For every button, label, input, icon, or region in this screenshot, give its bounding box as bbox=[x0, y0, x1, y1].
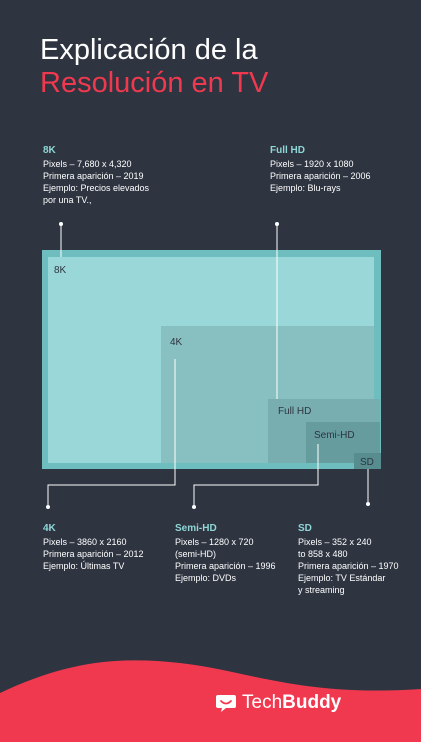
title-line-1: Explicación de la bbox=[40, 34, 258, 66]
info-sd-line: to 858 x 480 bbox=[298, 549, 348, 559]
info-4k: 4K Pixels – 3860 x 2160 Primera aparició… bbox=[43, 523, 168, 572]
info-fullhd: Full HD Pixels – 1920 x 1080 Primera apa… bbox=[270, 145, 410, 194]
info-fullhd-heading: Full HD bbox=[270, 145, 305, 156]
connector-dot bbox=[192, 505, 196, 509]
box-4k-label: 4K bbox=[170, 337, 183, 348]
box-sd bbox=[354, 453, 381, 469]
title-line-2: Resolución en TV bbox=[40, 67, 269, 99]
box-8k-label: 8K bbox=[54, 265, 67, 276]
info-sd: SD Pixels – 352 x 240 to 858 x 480 Prime… bbox=[298, 523, 418, 596]
connector-semihd bbox=[193, 444, 319, 507]
info-sd-line: y streaming bbox=[298, 585, 345, 595]
info-sd-line: Ejemplo: TV Estándar bbox=[298, 573, 386, 583]
resolution-diagram: 8K 4K Full HD Semi-HD SD bbox=[42, 222, 381, 509]
connector-dot bbox=[366, 502, 370, 506]
brand-part-1: Tech bbox=[242, 692, 283, 713]
connector-dot bbox=[46, 505, 50, 509]
info-8k-line: por una TV., bbox=[43, 195, 92, 205]
info-8k-line: Pixels – 7,680 x 4,320 bbox=[43, 159, 132, 169]
footer-wave bbox=[0, 660, 421, 742]
box-sd-label: SD bbox=[360, 457, 374, 468]
info-semihd: Semi-HD Pixels – 1280 x 720 (semi-HD) Pr… bbox=[175, 523, 295, 584]
info-8k-line: Ejemplo: Precios elevados bbox=[43, 183, 150, 193]
box-fullhd-label: Full HD bbox=[278, 406, 311, 417]
info-semihd-line: Pixels – 1280 x 720 bbox=[175, 537, 254, 547]
techbuddy-chat-icon bbox=[216, 695, 236, 712]
info-fullhd-line: Ejemplo: Blu-rays bbox=[270, 183, 341, 193]
connector-4k bbox=[47, 359, 176, 507]
info-semihd-line: Ejemplo: DVDs bbox=[175, 573, 237, 583]
info-sd-line: Primera aparición – 1970 bbox=[298, 561, 399, 571]
info-8k-heading: 8K bbox=[43, 145, 56, 156]
info-sd-line: Pixels – 352 x 240 bbox=[298, 537, 372, 547]
page-title: Explicación de la Resolución en TV bbox=[40, 34, 268, 100]
info-4k-line: Ejemplo: Últimas TV bbox=[43, 561, 125, 571]
info-semihd-line: (semi-HD) bbox=[175, 549, 216, 559]
info-fullhd-line: Primera aparición – 2006 bbox=[270, 171, 371, 181]
connector-lines bbox=[47, 224, 369, 507]
info-semihd-line: Primera aparición – 1996 bbox=[175, 561, 276, 571]
info-8k: 8K Pixels – 7,680 x 4,320 Primera aparic… bbox=[43, 145, 183, 206]
info-4k-line: Pixels – 3860 x 2160 bbox=[43, 537, 127, 547]
connector-dot bbox=[59, 222, 63, 226]
footer-wave-shape bbox=[0, 660, 421, 742]
box-semihd-label: Semi-HD bbox=[314, 430, 355, 441]
connector-dots bbox=[46, 222, 370, 509]
info-4k-heading: 4K bbox=[43, 523, 56, 534]
techbuddy-logo: TechBuddy bbox=[215, 692, 341, 714]
info-fullhd-line: Pixels – 1920 x 1080 bbox=[270, 159, 354, 169]
brand-part-2: Buddy bbox=[282, 692, 342, 713]
info-sd-heading: SD bbox=[298, 523, 312, 534]
info-semihd-heading: Semi-HD bbox=[175, 523, 217, 534]
info-8k-line: Primera aparición – 2019 bbox=[43, 171, 144, 181]
connector-dot bbox=[275, 222, 279, 226]
info-4k-line: Primera aparición – 2012 bbox=[43, 549, 144, 559]
